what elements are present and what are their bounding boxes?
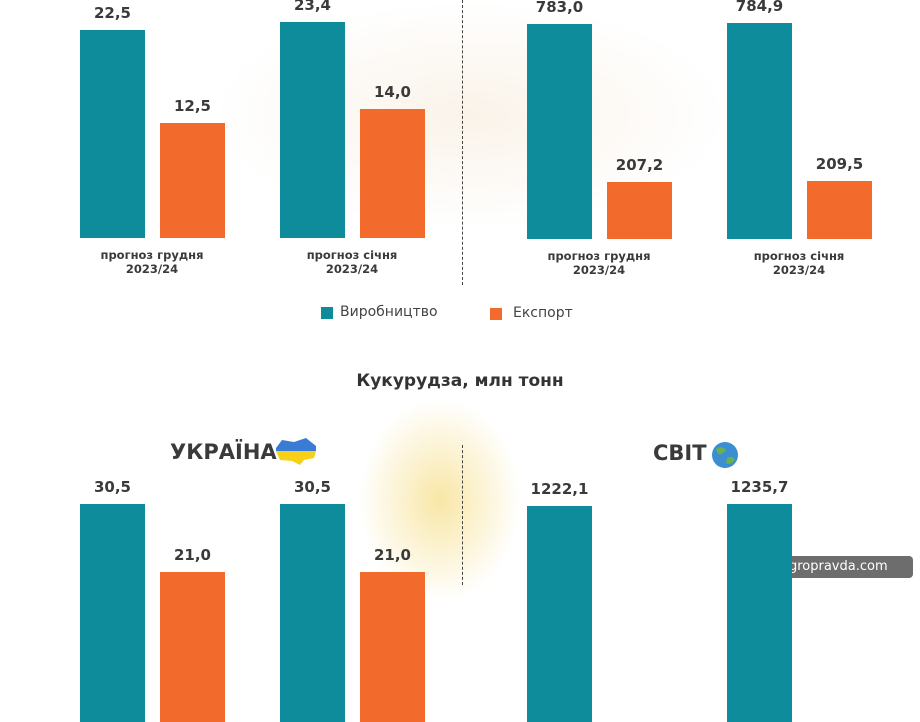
value-label: 209,5 [815,155,864,174]
bar [607,181,672,239]
panel-title: УКРАЇНА [170,440,277,464]
value-label: 783,0 [535,0,584,16]
flag-icon [276,438,316,465]
value-label: 23,4 [293,0,331,14]
value-label: 30,5 [293,478,331,496]
bar [727,23,792,239]
legend-label: Виробництво [340,304,438,320]
bar [360,571,425,722]
bar [807,181,872,239]
page: Виробництво Експорт Кукурудза, млн тонн … [80,0,913,722]
bar [80,504,145,722]
section-title: Кукурудза, млн тонн [356,371,564,391]
category-label: прогноз грудня 2023/24 [547,249,651,277]
bar [160,122,225,238]
bar [80,30,145,238]
bar [280,504,345,722]
watermark: agropravda.com [775,556,913,578]
bar [527,23,592,239]
panel-title: СВІТ [653,441,707,465]
value-label: 21,0 [373,545,411,564]
value-label: 1235,7 [730,478,789,496]
value-label: 1222,1 [530,480,589,499]
legend-swatch [490,308,502,320]
value-label: 30,5 [93,478,131,496]
value-label: 784,9 [735,0,784,15]
divider [462,445,463,585]
bar [727,504,792,722]
value-label: 12,5 [173,96,211,115]
value-label: 22,5 [93,4,131,23]
category-label: прогноз січня 2023/24 [306,248,398,276]
bar [280,22,345,238]
value-label: 207,2 [615,155,664,174]
corn-decoration [360,400,520,600]
legend-label: Експорт [513,305,573,321]
bar [527,506,592,722]
value-label: 14,0 [373,82,411,101]
category-label: прогноз грудня 2023/24 [100,248,204,276]
value-label: 21,0 [173,545,211,564]
legend-swatch [321,307,333,319]
bar [360,108,425,238]
globe-icon [712,442,738,468]
bar [160,571,225,722]
divider [462,0,463,285]
category-label: прогноз січня 2023/24 [753,249,845,277]
